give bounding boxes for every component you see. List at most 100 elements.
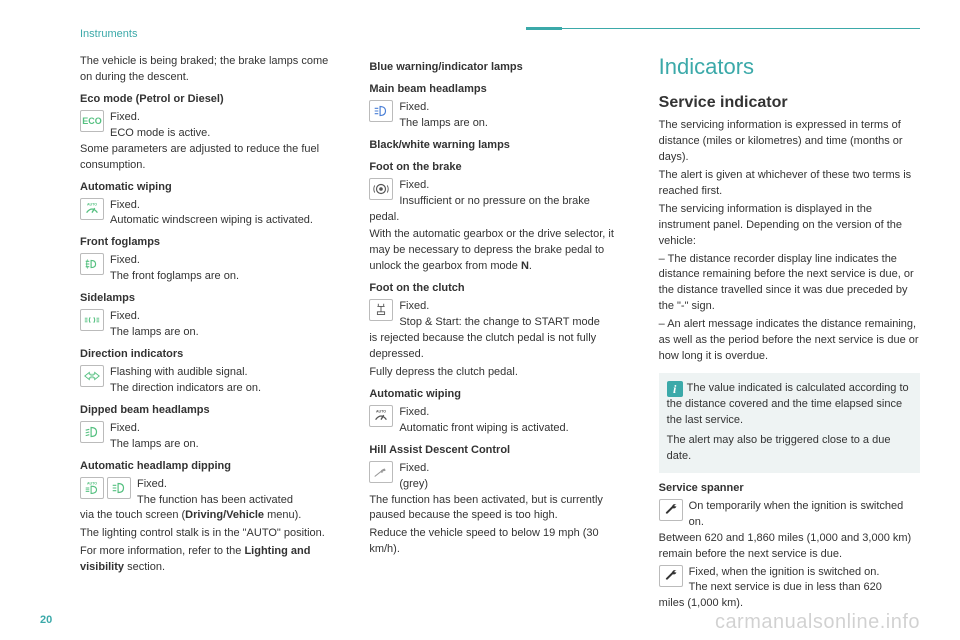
dipped-title: Dipped beam headlamps [80,403,341,419]
service-b1: – The distance recorder display line ind… [659,252,920,316]
direction-icon [80,365,104,387]
sp2-line1: Fixed, when the ignition is switched on. [689,566,880,578]
section-header: Instruments [80,28,920,40]
eco-after: Some parameters are adjusted to reduce t… [80,142,341,174]
column-2: Blue warning/indicator lamps Main beam h… [369,54,630,614]
eco-line2: ECO mode is active. [110,127,210,139]
mb-line2: The lamps are on. [399,117,488,129]
hill-after1: The function has been activated, but is … [369,493,630,525]
top-rule [526,28,920,29]
bw-title: Black/white warning lamps [369,138,630,154]
sidelamps-icon [80,309,104,331]
spanner-icon-2 [659,565,683,587]
sl-line1: Fixed. [110,310,140,322]
ff-line1: Fixed. [110,254,140,266]
sp2-line2: The next service is due in less than 620 [689,581,882,593]
info-text1: The value indicated is calculated accord… [667,382,909,426]
aw2-line2: Automatic front wiping is activated. [399,422,568,434]
page-number: 20 [40,614,52,626]
column-3: Indicators Service indicator The servici… [659,54,920,614]
main-beam-icon [369,100,393,122]
hill-after2: Reduce the vehicle speed to below 19 mph… [369,526,630,558]
watermark: carmanualsonline.info [715,611,920,634]
mainbeam-row: Fixed. The lamps are on. [369,100,630,132]
footbrake-after1: With the automatic gearbox or the drive … [369,227,630,275]
fb-a1a: With the automatic gearbox or the drive … [369,228,614,272]
hill-row: Fixed. (grey) [369,461,630,493]
info-box: iThe value indicated is calculated accor… [659,373,920,473]
eco-title: Eco mode (Petrol or Diesel) [80,92,341,108]
fb-line1: Fixed. [399,179,429,191]
autowipe-title: Automatic wiping [80,180,341,196]
page: Instruments The vehicle is being braked;… [0,0,960,634]
info-icon: i [667,381,683,397]
blue-title: Blue warning/indicator lamps [369,60,630,76]
service-b2: – An alert message indicates the distanc… [659,317,920,365]
spanner-text-2: Fixed, when the ignition is switched on.… [689,565,920,597]
front-fog-icon [80,253,104,275]
footclutch-text: Fixed. Stop & Start: the change to START… [399,299,630,331]
ad-a1c: menu). [264,509,301,521]
aw-line2: Automatic windscreen wiping is activated… [110,214,313,226]
hill-title: Hill Assist Descent Control [369,443,630,459]
hill-line2: (grey) [399,478,428,490]
eco-row: ECO Fixed. ECO mode is active. [80,110,341,142]
spanner-title: Service spanner [659,481,920,497]
auto-dip-icon-1: AUTO [80,477,104,499]
frontfog-text: Fixed. The front foglamps are on. [110,253,341,285]
mainbeam-text: Fixed. The lamps are on. [399,100,630,132]
spanner-row-2: Fixed, when the ignition is switched on.… [659,565,920,597]
spanner-after2: miles (1,000 km). [659,596,920,612]
ad-a3a: For more information, refer to the [80,545,244,557]
autodip-title: Automatic headlamp dipping [80,459,341,475]
mb-line1: Fixed. [399,101,429,113]
eco-icon-label: ECO [82,116,102,126]
fb-a1c: . [529,260,532,272]
svg-text:AUTO: AUTO [87,481,97,485]
intro-text: The vehicle is being braked; the brake l… [80,54,341,86]
ad-a1a: via the touch screen ( [80,509,185,521]
fc-line2: Stop & Start: the change to START mode [399,316,600,328]
autodip-row: AUTO Fixed. The function has been activa… [80,477,341,509]
dipped-beam-icon [80,421,104,443]
auto-wipe-icon-2: AUTO [369,405,393,427]
eco-icon: ECO [80,110,104,132]
footbrake-title: Foot on the brake [369,160,630,176]
auto-dip-icon-2 [107,477,131,499]
column-1: The vehicle is being braked; the brake l… [80,54,341,614]
autowipe2-text: Fixed. Automatic front wiping is activat… [399,405,630,437]
autodip-after2: The lighting control stalk is in the "AU… [80,526,341,542]
mainbeam-title: Main beam headlamps [369,82,630,98]
db-line1: Fixed. [110,422,140,434]
hill-text: Fixed. (grey) [399,461,630,493]
direction-title: Direction indicators [80,347,341,363]
auto-wipe-icon: AUTO [80,198,104,220]
dipped-row: Fixed. The lamps are on. [80,421,341,453]
eco-line1: Fixed. [110,111,140,123]
sp1-line1: On temporarily when the ignition is swit… [689,500,904,528]
autowipe-text: Fixed. Automatic windscreen wiping is ac… [110,198,341,230]
spanner-after1: Between 620 and 1,860 miles (1,000 and 3… [659,531,920,563]
autowipe2-title: Automatic wiping [369,387,630,403]
aw-line1: Fixed. [110,199,140,211]
autodip-icons: AUTO [80,477,131,499]
dipped-text: Fixed. The lamps are on. [110,421,341,453]
eco-text: Fixed. ECO mode is active. [110,110,341,142]
ff-line2: The front foglamps are on. [110,270,239,282]
footclutch-row: Fixed. Stop & Start: the change to START… [369,299,630,331]
direction-text: Flashing with audible signal. The direct… [110,365,341,397]
autodip-after1: via the touch screen (Driving/Vehicle me… [80,508,341,524]
fc-line1: Fixed. [399,300,429,312]
columns: The vehicle is being braked; the brake l… [80,54,920,614]
dir-line2: The direction indicators are on. [110,382,261,394]
autodip-after3: For more information, refer to the Light… [80,544,341,576]
sidelamps-title: Sidelamps [80,291,341,307]
indicators-title: Indicators [659,54,920,80]
footclutch-title: Foot on the clutch [369,281,630,297]
direction-row: Flashing with audible signal. The direct… [80,365,341,397]
frontfog-row: Fixed. The front foglamps are on. [80,253,341,285]
spanner-row-1: On temporarily when the ignition is swit… [659,499,920,531]
autowipe-row: AUTO Fixed. Automatic windscreen wiping … [80,198,341,230]
autowipe2-row: AUTO Fixed. Automatic front wiping is ac… [369,405,630,437]
footbrake-after-a: pedal. [369,210,630,226]
